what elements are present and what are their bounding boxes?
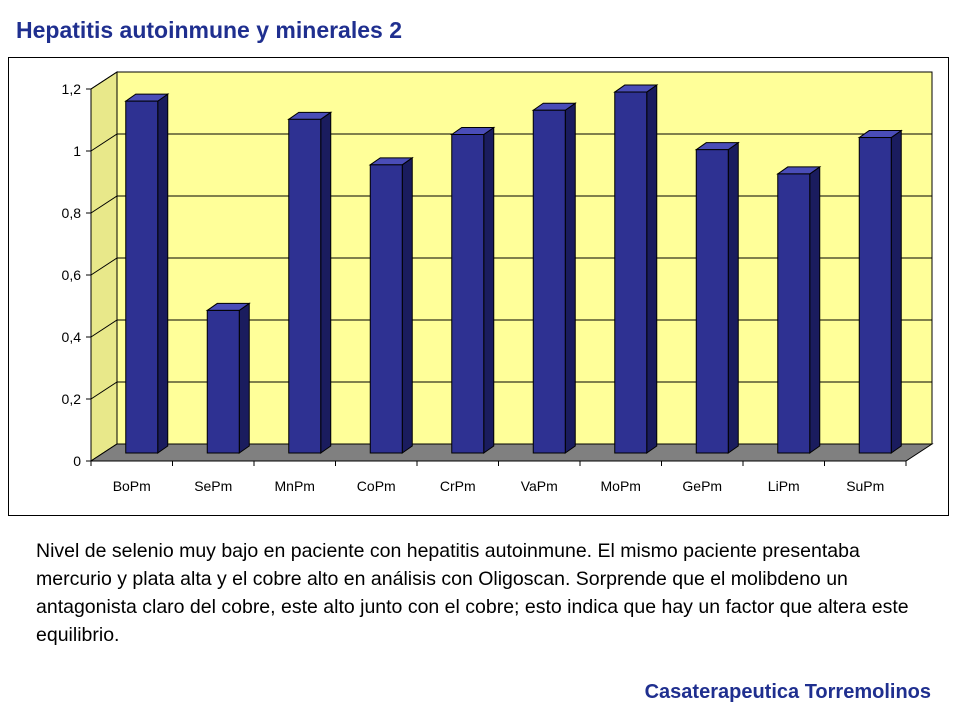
bar-front (532, 109, 566, 454)
bar-SuPm (857, 129, 903, 454)
x-tick-label: MnPm (275, 478, 315, 494)
y-tick-label: 0,8 (62, 205, 82, 221)
x-tick-label: GePm (682, 478, 722, 494)
bar-side (564, 102, 576, 454)
y-tick-label: 0 (73, 453, 81, 469)
bar-side (483, 126, 495, 454)
x-tick-label: CrPm (440, 478, 476, 494)
y-tick-label: 1 (73, 143, 81, 159)
x-tick-label: BoPm (113, 478, 151, 494)
bar-side (157, 93, 169, 454)
bar-LiPm (776, 165, 822, 454)
slide-description: Nivel de selenio muy bajo en paciente co… (36, 540, 909, 646)
slide-title: Hepatitis autoinmune y minerales 2 (16, 17, 403, 43)
x-tick-label: SePm (194, 478, 232, 494)
bar-front (369, 164, 403, 454)
bar-side (809, 165, 821, 454)
bar-VaPm (531, 102, 577, 454)
x-tick-label: MoPm (601, 478, 641, 494)
bar-side (320, 111, 332, 454)
bar-side (646, 84, 658, 454)
bar-CrPm (450, 126, 496, 454)
bar-side (727, 141, 739, 454)
bar-front (451, 134, 485, 454)
bar-front (695, 149, 729, 454)
bar-front (777, 173, 811, 454)
x-tick-label: VaPm (521, 478, 558, 494)
chart-frame: 0 0,2 0,4 0,6 0,8 1 1,2 BoPm SePm MnPm CoPm CrPm VaP… (8, 57, 949, 516)
bar-front (614, 91, 648, 454)
gridline (90, 195, 932, 214)
bar-front (288, 118, 322, 454)
x-tick-label: CoPm (357, 478, 396, 494)
gridline (90, 381, 932, 400)
gridline (90, 257, 932, 276)
bar-side (238, 302, 250, 454)
y-tick-label: 1,2 (62, 81, 82, 97)
x-tick-label: LiPm (768, 478, 800, 494)
y-tick-label: 0,4 (62, 329, 82, 345)
bar-front (125, 100, 159, 454)
footer-credit: Casaterapeutica Torremolinos (644, 681, 931, 703)
y-tick-label: 0,2 (62, 391, 82, 407)
gridline (90, 319, 932, 338)
bar-front (206, 309, 240, 454)
bar-front (858, 137, 892, 454)
bar-BoPm (124, 93, 170, 454)
bar-MoPm (613, 84, 659, 454)
gridline (90, 133, 932, 152)
bar-side (401, 156, 413, 454)
y-tick-label: 0,6 (62, 267, 82, 283)
x-tick-label: SuPm (846, 478, 884, 494)
bar-SePm (205, 302, 251, 454)
bar-GePm (694, 141, 740, 454)
bar-MnPm (287, 111, 333, 454)
bar-chart: 0 0,2 0,4 0,6 0,8 1 1,2 BoPm SePm MnPm CoPm CrPm VaP… (62, 71, 934, 494)
bar-side (890, 129, 902, 454)
bar-CoPm (368, 156, 414, 454)
gridline (90, 71, 932, 90)
